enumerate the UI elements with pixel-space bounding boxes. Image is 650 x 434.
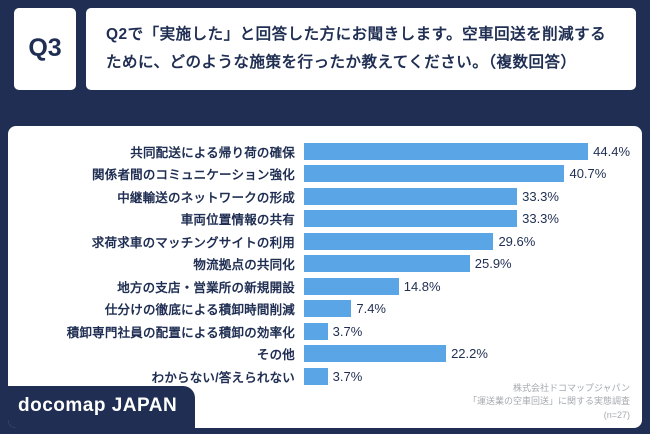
bar — [304, 322, 328, 340]
category-label: 共同配送による帰り荷の確保 — [130, 145, 295, 160]
bar-track: 3.7% — [304, 367, 624, 385]
value-label: 3.7% — [332, 323, 363, 339]
chart-row: 積卸専門社員の配置による積卸の効率化 3.7% — [18, 321, 624, 341]
question-text: Q2で「実施した」と回答した方にお聞きします。空車回送を削減するために、どのよう… — [86, 8, 636, 90]
chart-row: 関係者間のコミュニケーション強化 40.7% — [18, 164, 624, 184]
bar-chart: 共同配送による帰り荷の確保 44.4% 関係者間のコミュニケーション強化 40.… — [18, 141, 630, 386]
bar — [304, 277, 399, 295]
bar-track: 3.7% — [304, 322, 624, 340]
citation-line-2: 「運送業の空車回送」に関する実態調査 — [467, 396, 630, 406]
bar — [304, 142, 589, 160]
category-label: 車両位置情報の共有 — [180, 213, 295, 227]
bar-track: 14.8% — [304, 277, 624, 295]
bar — [304, 255, 470, 272]
category-label: その他 — [256, 348, 295, 362]
category-label: 地方の支店・営業所の新規開設 — [117, 280, 295, 295]
survey-citation: 株式会社ドコマップジャパン 「運送業の空車回送」に関する実態調査 (n=27) — [468, 382, 630, 423]
chart-row: 中継輸送のネットワークの形成 33.3% — [18, 186, 624, 206]
bar-track: 7.4% — [304, 300, 624, 317]
bar-track: 22.2% — [304, 345, 624, 362]
bar — [304, 210, 518, 227]
bar — [304, 345, 447, 362]
category-label: 求荷求車のマッチングサイトの利用 — [91, 235, 295, 250]
question-header: Q3 Q2で「実施した」と回答した方にお聞きします。空車回送を削減するために、ど… — [14, 8, 636, 90]
category-label: 中継輸送のネットワークの形成 — [117, 190, 295, 205]
value-label: 22.2% — [451, 346, 488, 361]
bar — [304, 300, 352, 317]
category-label: 関係者間のコミュニケーション強化 — [92, 168, 295, 182]
chart-row: 地方の支店・営業所の新規開設 14.8% — [18, 276, 624, 296]
bar — [304, 165, 565, 182]
bar-track: 40.7% — [304, 165, 624, 182]
value-label: 7.4% — [356, 301, 386, 316]
chart-row: 車両位置情報の共有 33.3% — [18, 209, 624, 229]
category-label: 物流拠点の共同化 — [193, 258, 295, 272]
category-label: 積卸専門社員の配置による積卸の効率化 — [66, 325, 295, 340]
value-label: 44.4% — [593, 143, 631, 159]
bar — [304, 232, 494, 250]
category-label: わからない/答えられない — [151, 370, 295, 385]
citation-line-1: 株式会社ドコマップジャパン — [512, 382, 630, 393]
category-label: 仕分けの徹底による積卸時間削減 — [104, 303, 295, 317]
chart-panel: 共同配送による帰り荷の確保 44.4% 関係者間のコミュニケーション強化 40.… — [8, 126, 642, 428]
chart-row: わからない/答えられない 3.7% — [18, 366, 624, 386]
bar-track: 44.4% — [304, 142, 630, 160]
bar-track: 33.3% — [304, 210, 624, 227]
docomap-japan-logo: docomap JAPAN — [8, 386, 196, 428]
bar-track: 25.9% — [304, 255, 624, 272]
value-label: 33.3% — [522, 211, 559, 226]
bar — [304, 187, 518, 205]
citation-line-3: (n=27) — [603, 409, 630, 420]
value-label: 33.3% — [522, 188, 559, 204]
bar-track: 33.3% — [304, 187, 624, 205]
value-label: 29.6% — [498, 233, 536, 249]
chart-row: 仕分けの徹底による積卸時間削減 7.4% — [18, 299, 624, 319]
chart-row: 共同配送による帰り荷の確保 44.4% — [18, 141, 630, 161]
value-label: 3.7% — [332, 368, 363, 384]
value-label: 25.9% — [474, 256, 512, 271]
chart-row: その他 22.2% — [18, 344, 624, 364]
value-label: 14.8% — [403, 278, 441, 294]
chart-row: 求荷求車のマッチングサイトの利用 29.6% — [18, 231, 624, 251]
bar-track: 29.6% — [304, 232, 624, 250]
question-number-badge: Q3 — [14, 8, 76, 90]
value-label: 40.7% — [569, 166, 607, 181]
chart-row: 物流拠点の共同化 25.9% — [18, 254, 624, 274]
bar — [304, 367, 328, 385]
